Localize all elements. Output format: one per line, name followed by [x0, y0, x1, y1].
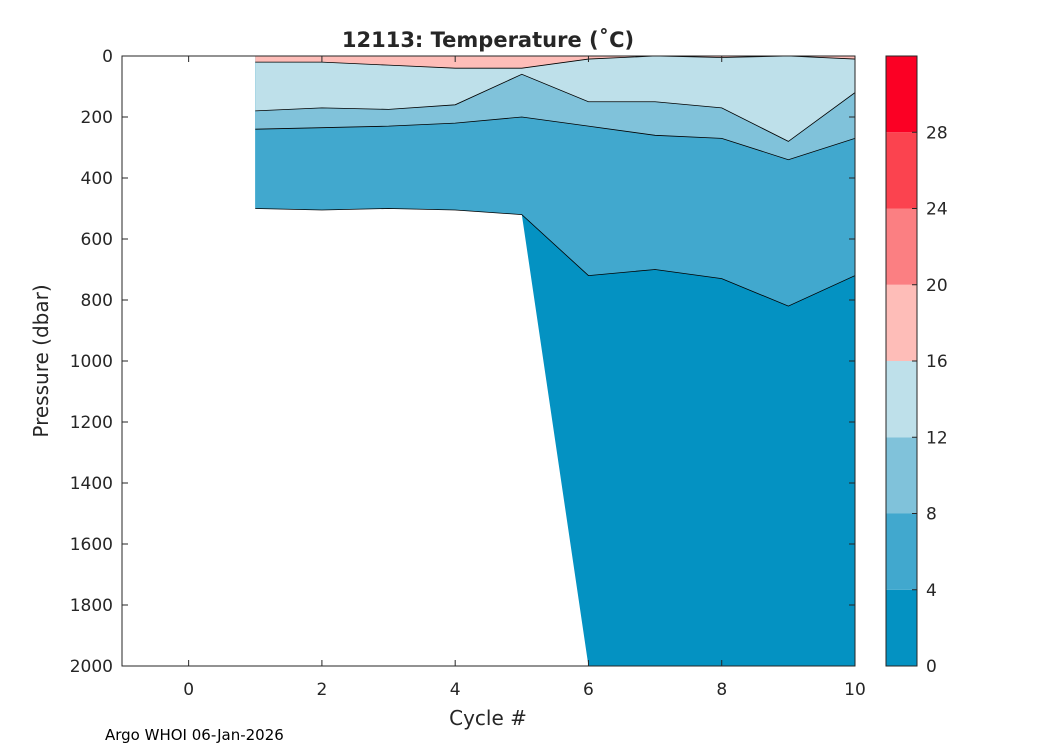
colorbar-level [886, 361, 917, 438]
colorbar-level [886, 589, 917, 666]
y-tick-label: 400 [81, 169, 113, 189]
colorbar-level [886, 284, 917, 361]
colorbar-tick-label: 20 [926, 276, 948, 296]
x-tick-label: 8 [716, 680, 727, 700]
colorbar-tick-label: 12 [926, 428, 948, 448]
y-tick-label: 1600 [70, 535, 113, 555]
colorbar-level [886, 208, 917, 285]
colorbar-level [886, 437, 917, 514]
colorbar-tick-label: 24 [926, 200, 948, 220]
colorbar-level [886, 132, 917, 209]
x-tick-label: 0 [183, 680, 194, 700]
y-tick-label: 1000 [70, 352, 113, 372]
y-tick-label: 600 [81, 230, 113, 250]
y-tick-label: 1400 [70, 474, 113, 494]
y-tick-label: 800 [81, 291, 113, 311]
y-axis-label: Pressure (dbar) [29, 284, 53, 437]
isotherm-8C [255, 116, 855, 161]
x-axis-label: Cycle # [449, 706, 527, 730]
x-tick-label: 2 [316, 680, 327, 700]
contour-lines [255, 56, 855, 307]
colorbar-tick-label: 8 [926, 505, 937, 525]
y-tick-label: 200 [81, 108, 113, 128]
x-tick-label: 6 [583, 680, 594, 700]
colorbar-tick-label: 16 [926, 352, 948, 372]
x-axis: 0 2 4 6 8 10 [183, 56, 866, 700]
colorbar-tick-label: 28 [926, 123, 948, 143]
colorbar-tick-label: 0 [926, 657, 937, 677]
y-tick-label: 1800 [70, 596, 113, 616]
colorbar: 0 4 8 12 16 20 24 28 [885, 55, 948, 677]
y-tick-label: 2000 [70, 657, 113, 677]
x-tick-label: 4 [450, 680, 461, 700]
colorbar-level [886, 513, 917, 590]
colorbar-tick-label: 4 [926, 581, 937, 601]
isotherm-12C [255, 73, 855, 142]
x-tick-label: 10 [844, 680, 866, 700]
colorbar-level [886, 56, 917, 133]
y-tick-label: 1200 [70, 413, 113, 433]
band-12-16 [255, 56, 855, 142]
y-tick-label: 0 [102, 47, 113, 67]
y-axis: 0 200 400 600 800 1000 1200 1400 1600 1800 2000 [70, 47, 855, 677]
isotherm-4C [255, 208, 855, 307]
isotherm-16C [255, 56, 855, 69]
footer-credit: Argo WHOI 06-Jan-2026 [105, 726, 284, 744]
chart-title: 12113: Temperature (˚C) [342, 28, 634, 52]
band-16-20 [255, 56, 855, 69]
